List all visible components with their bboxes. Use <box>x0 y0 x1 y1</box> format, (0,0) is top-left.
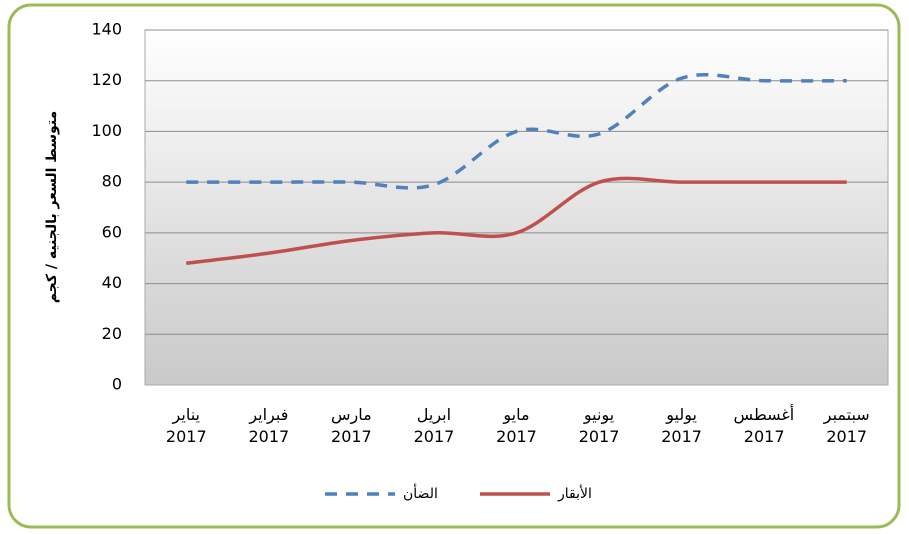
x-tick-label: مارس 2017 <box>331 405 372 446</box>
y-tick-label: 80 <box>102 172 122 191</box>
series-line <box>186 176 847 266</box>
x-tick-label: ابريل 2017 <box>413 405 455 446</box>
y-tick-label: 140 <box>91 20 122 39</box>
x-tick-label: سبتمبر 2017 <box>823 405 870 446</box>
series-line <box>186 72 847 190</box>
y-axis-label: متوسط السعر بالجنيه / كجم <box>44 111 60 303</box>
y-tick-label: 20 <box>102 324 122 343</box>
x-tick-label: يناير 2017 <box>165 405 207 446</box>
legend-label: الأبقار <box>557 484 592 502</box>
x-tick-label: أغسطس 2017 <box>733 405 795 446</box>
y-tick-label: 0 <box>112 375 122 394</box>
x-tick-label: يونيو 2017 <box>578 405 620 446</box>
plot-area <box>144 29 889 386</box>
legend-label: الضأن <box>403 483 438 502</box>
y-tick-label: 100 <box>91 121 122 140</box>
x-tick-label: مايو 2017 <box>496 405 537 446</box>
x-tick-label: يوليو 2017 <box>661 405 702 446</box>
y-tick-label: 40 <box>102 273 122 292</box>
x-tick-label: فبراير 2017 <box>248 405 290 446</box>
y-tick-label: 120 <box>91 70 122 89</box>
y-tick-label: 60 <box>102 222 122 241</box>
